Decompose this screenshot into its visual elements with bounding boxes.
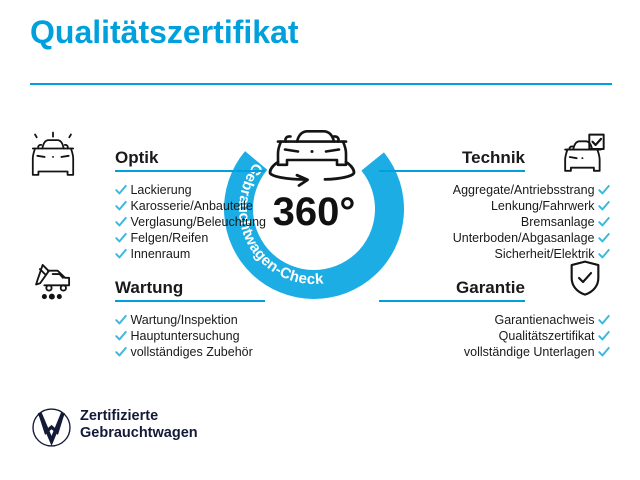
svg-text:360°: 360° [273, 190, 356, 234]
